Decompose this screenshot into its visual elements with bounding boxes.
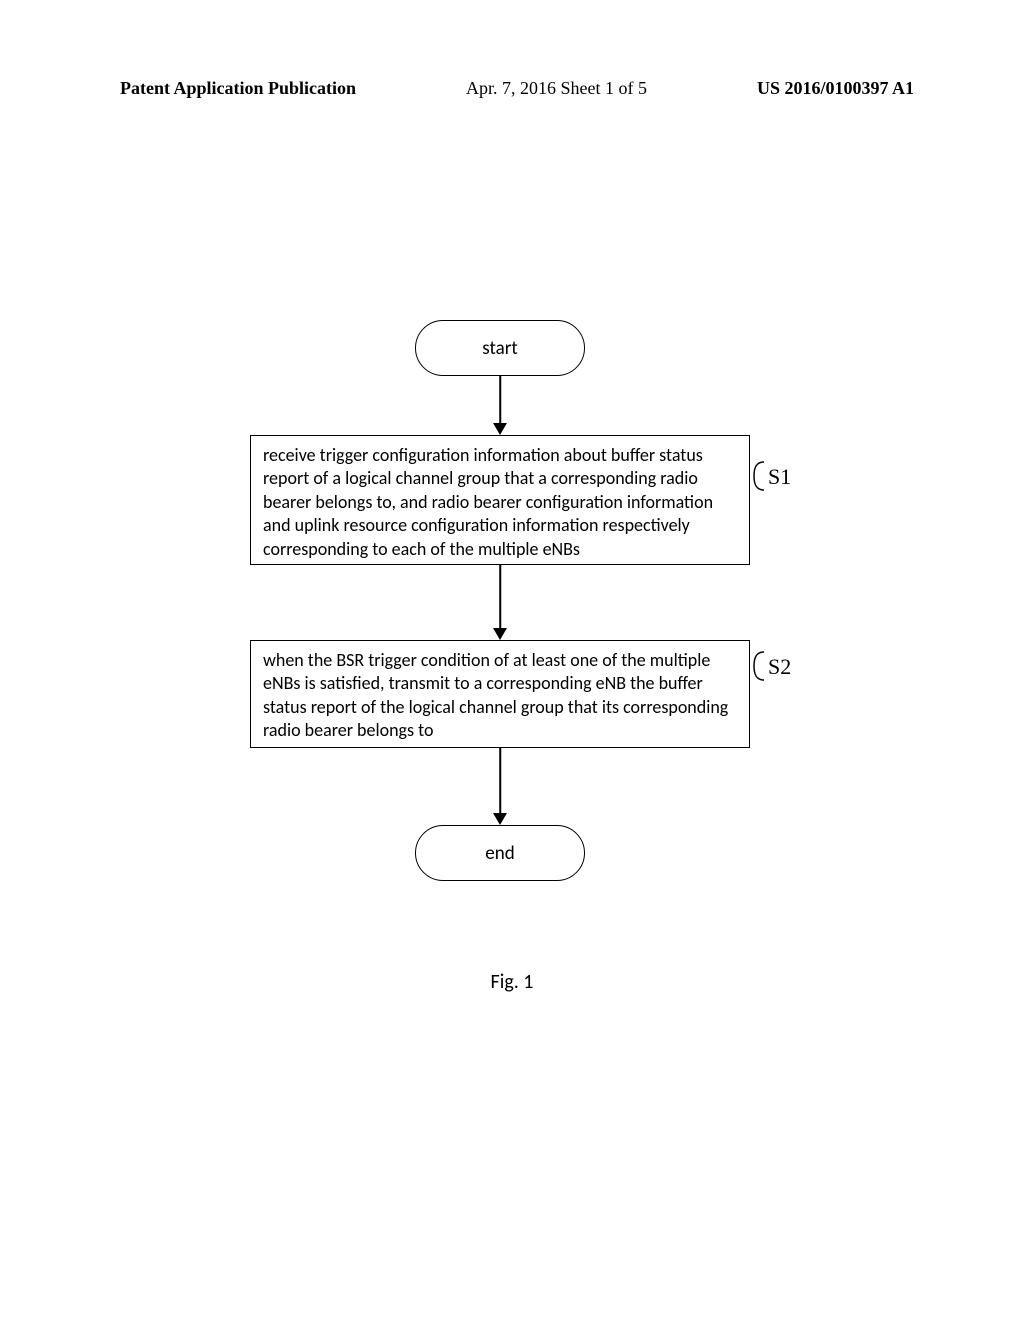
terminator-end: end	[415, 825, 585, 881]
arrow-head-0	[493, 423, 507, 435]
arrow-head-1	[493, 628, 507, 640]
arrow-line-0	[499, 376, 501, 425]
arrow-head-2	[493, 813, 507, 825]
page-header: Patent Application Publication Apr. 7, 2…	[0, 78, 1024, 99]
header-left: Patent Application Publication	[120, 78, 356, 99]
arrow-line-1	[499, 565, 501, 630]
terminator-start: start	[415, 320, 585, 376]
header-right: US 2016/0100397 A1	[757, 78, 914, 99]
figure-caption: Fig. 1	[0, 970, 1024, 994]
step-label-s2: S2	[768, 654, 791, 680]
process-s2: when the BSR trigger condition of at lea…	[250, 640, 750, 748]
step-label-s1: S1	[768, 464, 791, 490]
header-center: Apr. 7, 2016 Sheet 1 of 5	[466, 78, 647, 99]
arrow-line-2	[499, 748, 501, 815]
flowchart-diagram: start receive trigger configuration infor…	[0, 320, 1024, 1020]
process-s1: receive trigger configuration informatio…	[250, 435, 750, 565]
